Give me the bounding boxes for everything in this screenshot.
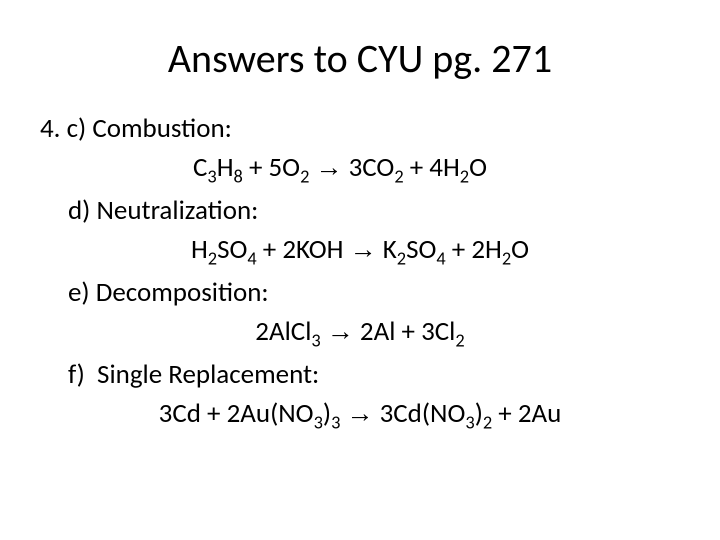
page-title: Answers to CYU pg. 271 <box>40 34 680 83</box>
equation-e: 2AlCl3 → 2Al + 3Cl2 <box>40 313 680 350</box>
reaction-type: Decomposition: <box>96 276 269 309</box>
item-letter: d) <box>68 194 90 227</box>
equation-c: C3H8 + 5O2 → 3CO2 + 4H2O <box>40 149 680 186</box>
reaction-type: Neutralization: <box>96 194 258 227</box>
item-letter: c) <box>67 112 87 145</box>
item-e-label: e) Decomposition: <box>68 275 680 311</box>
item-c-label: 4. c) Combustion: <box>40 111 680 147</box>
item-d-label: d) Neutralization: <box>68 193 680 229</box>
question-number: 4. <box>40 112 61 145</box>
equation-f: 3Cd + 2Au(NO3)3 → 3Cd(NO3)2 + 2Au <box>40 395 680 432</box>
item-letter: f) <box>68 358 85 391</box>
item-letter: e) <box>68 276 90 309</box>
reaction-type: Combustion: <box>92 112 232 145</box>
slide-body: 4. c) Combustion: C3H8 + 5O2 → 3CO2 + 4H… <box>40 111 680 433</box>
item-f-label: f) Single Replacement: <box>68 357 680 393</box>
slide: Answers to CYU pg. 271 4. c) Combustion:… <box>0 0 720 540</box>
reaction-type: Single Replacement: <box>97 358 319 391</box>
equation-d: H2SO4 + 2KOH → K2SO4 + 2H2O <box>40 231 680 268</box>
